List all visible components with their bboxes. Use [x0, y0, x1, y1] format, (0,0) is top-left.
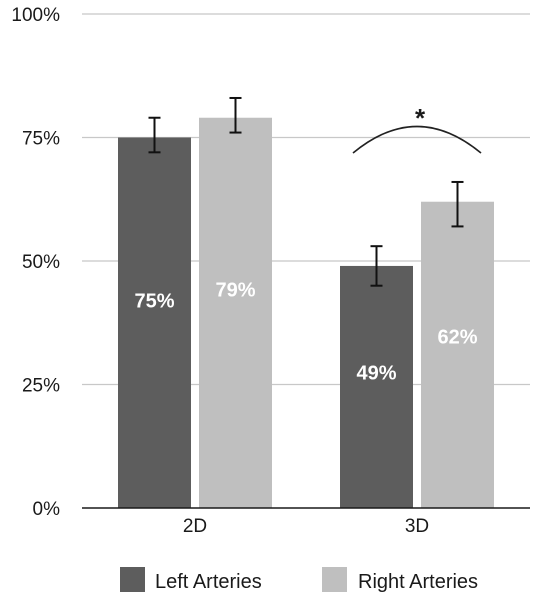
significance-asterisk: *	[415, 103, 426, 133]
y-tick-label: 75%	[22, 129, 60, 150]
significance-arc	[352, 125, 482, 154]
bars	[118, 117, 494, 509]
bar-value-label: 49%	[356, 362, 396, 384]
x-axis-categories: 2D 3D	[183, 516, 429, 537]
legend-swatch	[120, 567, 145, 592]
y-tick-label: 0%	[33, 499, 61, 520]
bar-value-label: 79%	[215, 279, 255, 301]
bar-value-label: 75%	[134, 291, 174, 313]
bar-value-label: 62%	[437, 326, 477, 348]
y-axis-ticks: 0% 25% 50% 75% 100%	[11, 5, 60, 520]
bar-right-arteries-3d	[421, 201, 494, 508]
legend-label: Left Arteries	[155, 571, 262, 593]
significance-annotation: *	[352, 103, 482, 154]
y-tick-label: 100%	[11, 5, 60, 26]
y-tick-label: 25%	[22, 376, 60, 397]
error-bars	[148, 96, 464, 287]
bar-left-arteries-2d	[118, 137, 191, 508]
legend: Left Arteries Right Arteries	[120, 567, 478, 593]
bar-right-arteries-2d	[199, 117, 272, 509]
bar-value-labels: 75% 79% 49% 62%	[134, 279, 477, 384]
bar-left-arteries-3d	[340, 265, 413, 508]
x-category-label: 2D	[183, 516, 207, 537]
x-category-label: 3D	[405, 516, 429, 537]
legend-label: Right Arteries	[358, 571, 478, 593]
legend-swatch	[322, 567, 347, 592]
y-tick-label: 50%	[22, 252, 60, 273]
